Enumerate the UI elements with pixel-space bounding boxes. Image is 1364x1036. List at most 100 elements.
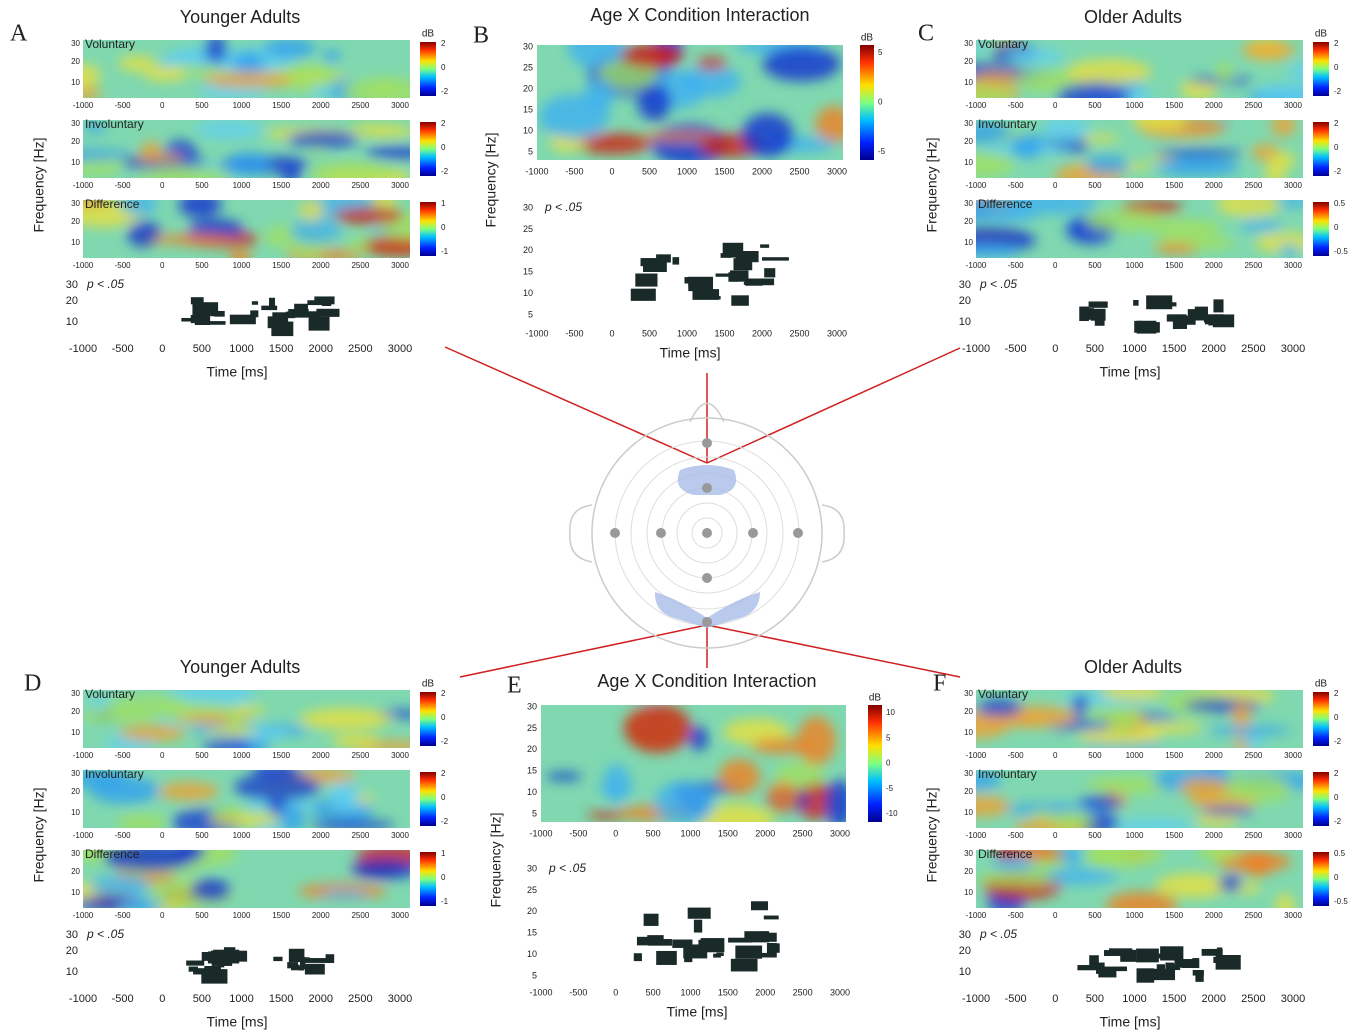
x-tick-label: 2500 bbox=[793, 828, 813, 838]
y-tick-label: 10 bbox=[964, 888, 973, 897]
colorbar-tick: 0 bbox=[441, 713, 446, 722]
y-tick-label: 10 bbox=[71, 158, 80, 167]
colorbar-tick: 5 bbox=[878, 48, 883, 57]
sig-cluster bbox=[692, 289, 719, 300]
blob bbox=[323, 49, 340, 62]
sig-cluster bbox=[672, 940, 692, 948]
x-tick-label: 2500 bbox=[1241, 343, 1265, 355]
blob bbox=[119, 725, 185, 741]
sig-cluster bbox=[201, 969, 227, 984]
y-tick-label: 20 bbox=[71, 867, 80, 876]
y-tick-label: 20 bbox=[71, 707, 80, 716]
x-axis-label: Time [ms] bbox=[1100, 364, 1161, 380]
y-tick-label: 10 bbox=[71, 888, 80, 897]
sig-cluster bbox=[316, 309, 339, 317]
blob bbox=[1179, 777, 1228, 798]
colorbar-tick: 0 bbox=[886, 759, 891, 768]
sig-cluster bbox=[300, 957, 305, 969]
y-axis-label: Frequency [Hz] bbox=[488, 813, 504, 908]
blob bbox=[762, 46, 840, 81]
blob bbox=[179, 191, 222, 217]
x-tick-label: 2000 bbox=[755, 987, 775, 997]
x-tick-label: 2500 bbox=[793, 987, 813, 997]
x-tick-label: 3000 bbox=[391, 831, 409, 840]
x-tick-label: -500 bbox=[115, 181, 132, 190]
x-tick-label: -500 bbox=[1005, 343, 1027, 355]
subplot-label: Voluntary bbox=[978, 37, 1028, 51]
x-tick-label: 1000 bbox=[1126, 911, 1144, 920]
sig-cluster bbox=[303, 958, 327, 963]
x-axis-label: Time [ms] bbox=[667, 1004, 728, 1020]
y-tick-label: 10 bbox=[66, 966, 78, 978]
x-tick-label: 2500 bbox=[351, 751, 369, 760]
colorbar bbox=[1313, 202, 1329, 256]
blob bbox=[1067, 59, 1152, 85]
blob bbox=[278, 805, 305, 833]
blob bbox=[815, 106, 852, 143]
x-tick-label: -500 bbox=[115, 261, 132, 270]
blob bbox=[949, 795, 1011, 816]
x-tick-label: 500 bbox=[1086, 343, 1104, 355]
colorbar-tick: 2 bbox=[441, 769, 446, 778]
sig-cluster bbox=[698, 940, 722, 947]
colorbar bbox=[868, 705, 882, 822]
y-tick-label: 30 bbox=[71, 39, 80, 48]
x-tick-label: 3000 bbox=[1284, 101, 1302, 110]
colorbar-tick: 1 bbox=[441, 849, 446, 858]
y-tick-label: 20 bbox=[964, 217, 973, 226]
x-tick-label: 3000 bbox=[1281, 993, 1305, 1005]
figure: AYounger AdultsVoluntary302010-1000-5000… bbox=[0, 0, 1364, 1036]
x-tick-label: -1000 bbox=[962, 993, 990, 1005]
sig-cluster bbox=[641, 258, 660, 266]
colorbar-tick: 2 bbox=[1334, 119, 1339, 128]
x-tick-label: 0 bbox=[609, 166, 614, 176]
x-tick-label: 0 bbox=[160, 911, 165, 920]
y-axis-label: Frequency [Hz] bbox=[31, 138, 47, 233]
sig-cluster bbox=[644, 914, 659, 926]
colorbar-tick: 5 bbox=[886, 733, 891, 742]
colorbar bbox=[1313, 852, 1329, 906]
blob bbox=[1241, 734, 1264, 749]
x-tick-label: -1000 bbox=[966, 181, 987, 190]
sig-cluster bbox=[322, 303, 331, 306]
x-tick-label: 0 bbox=[159, 343, 165, 355]
x-tick-label: -500 bbox=[115, 831, 132, 840]
sig-cluster bbox=[211, 313, 219, 317]
x-tick-label: 1000 bbox=[229, 343, 253, 355]
sig-cluster bbox=[1109, 948, 1132, 956]
colorbar-tick: -2 bbox=[441, 87, 449, 96]
blob bbox=[1239, 220, 1282, 232]
x-tick-label: -1000 bbox=[69, 993, 97, 1005]
y-tick-label: 30 bbox=[959, 929, 971, 941]
colorbar-tick: 2 bbox=[441, 689, 446, 698]
heatmap bbox=[537, 27, 852, 166]
x-tick-label: 3000 bbox=[391, 181, 409, 190]
x-tick-label: -1000 bbox=[73, 261, 94, 270]
x-tick-label: 500 bbox=[642, 328, 657, 338]
sig-cluster bbox=[1213, 299, 1223, 312]
x-tick-label: 500 bbox=[1088, 261, 1102, 270]
blob bbox=[1289, 62, 1315, 80]
x-tick-label: -1000 bbox=[525, 328, 548, 338]
y-tick-label: 20 bbox=[527, 744, 537, 754]
blob bbox=[1208, 726, 1291, 735]
x-tick-label: -500 bbox=[569, 828, 587, 838]
colorbar-tick: 0 bbox=[1334, 223, 1339, 232]
y-tick-label: 20 bbox=[66, 945, 78, 957]
y-tick-label: 30 bbox=[964, 769, 973, 778]
y-tick-label: 20 bbox=[964, 137, 973, 146]
y-tick-label: 20 bbox=[71, 57, 80, 66]
y-tick-label: 10 bbox=[527, 949, 537, 959]
sig-cluster bbox=[181, 318, 205, 322]
x-tick-label: 1500 bbox=[269, 343, 293, 355]
blob bbox=[320, 890, 368, 899]
blob bbox=[151, 234, 236, 244]
y-tick-label: 10 bbox=[71, 78, 80, 87]
blob bbox=[205, 35, 227, 64]
y-axis-label: Frequency [Hz] bbox=[924, 138, 940, 233]
blob bbox=[212, 807, 246, 815]
blob bbox=[295, 246, 325, 258]
subplot-label: Voluntary bbox=[85, 687, 135, 701]
sig-cluster bbox=[1193, 970, 1204, 976]
y-tick-label: 20 bbox=[964, 707, 973, 716]
